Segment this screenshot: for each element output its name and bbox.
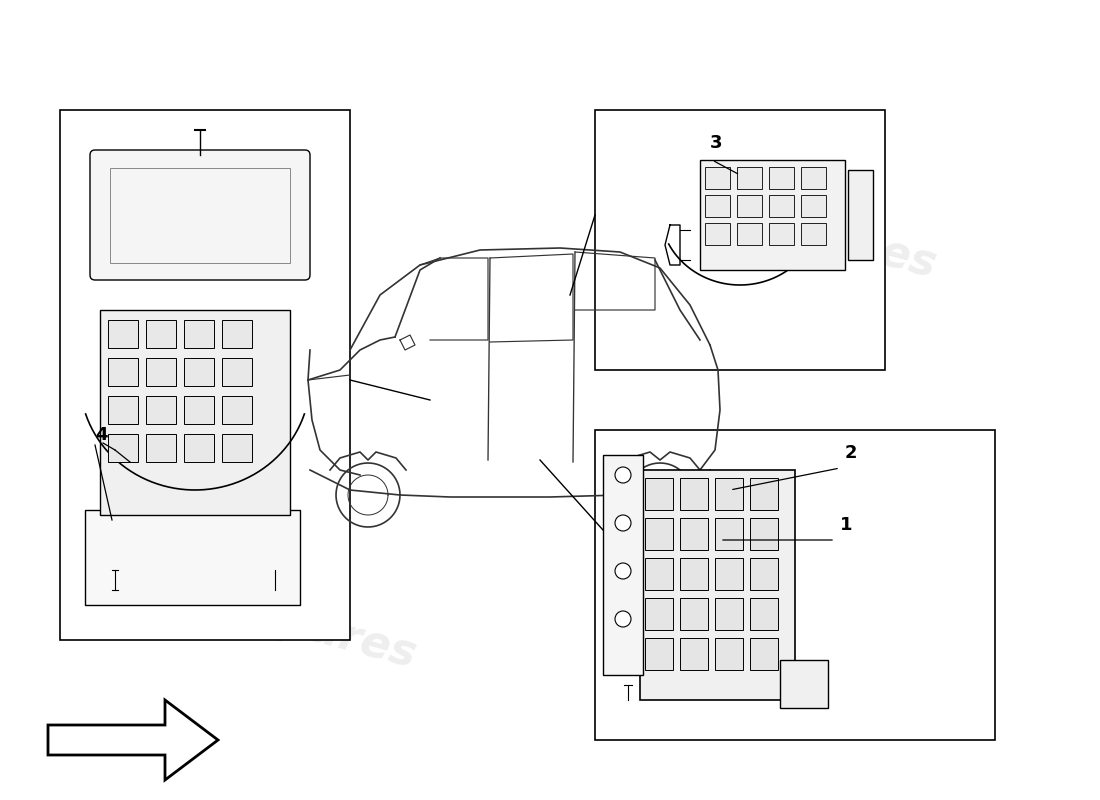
Bar: [595, 430, 996, 740]
Bar: [222, 358, 252, 386]
Text: eurospares: eurospares: [659, 173, 942, 287]
Circle shape: [615, 611, 631, 627]
Bar: [184, 358, 214, 386]
Circle shape: [615, 467, 631, 483]
Bar: [769, 167, 794, 189]
Bar: [110, 168, 290, 263]
Bar: [645, 518, 673, 550]
Bar: [801, 223, 826, 245]
Bar: [640, 470, 795, 700]
Bar: [715, 478, 742, 510]
Circle shape: [615, 563, 631, 579]
Bar: [595, 110, 886, 370]
Bar: [184, 320, 214, 348]
Bar: [146, 434, 176, 462]
Bar: [645, 558, 673, 590]
Bar: [801, 167, 826, 189]
Bar: [680, 598, 708, 630]
Bar: [680, 558, 708, 590]
Text: 3: 3: [710, 134, 723, 152]
Bar: [184, 396, 214, 424]
Text: eurospares: eurospares: [659, 543, 942, 657]
Bar: [737, 223, 762, 245]
Bar: [680, 638, 708, 670]
Bar: [750, 558, 778, 590]
Bar: [108, 320, 138, 348]
Bar: [60, 110, 350, 640]
Bar: [705, 167, 730, 189]
Bar: [108, 434, 138, 462]
Text: 2: 2: [845, 444, 858, 462]
Bar: [750, 598, 778, 630]
Bar: [680, 478, 708, 510]
Bar: [705, 223, 730, 245]
Bar: [184, 434, 214, 462]
Circle shape: [615, 515, 631, 531]
Bar: [108, 358, 138, 386]
Bar: [715, 598, 742, 630]
Bar: [645, 478, 673, 510]
Bar: [737, 167, 762, 189]
Bar: [680, 518, 708, 550]
Text: 1: 1: [840, 516, 852, 534]
Bar: [769, 195, 794, 217]
Bar: [146, 358, 176, 386]
Bar: [100, 310, 290, 515]
Bar: [645, 638, 673, 670]
Bar: [750, 518, 778, 550]
Bar: [645, 598, 673, 630]
Bar: [737, 195, 762, 217]
Bar: [801, 195, 826, 217]
Bar: [146, 320, 176, 348]
Bar: [780, 660, 828, 708]
Bar: [750, 478, 778, 510]
Bar: [715, 518, 742, 550]
Bar: [85, 510, 300, 605]
Bar: [222, 320, 252, 348]
Bar: [222, 396, 252, 424]
Polygon shape: [48, 700, 218, 780]
Bar: [848, 170, 873, 260]
Bar: [715, 558, 742, 590]
Bar: [603, 455, 644, 675]
Text: eurospares: eurospares: [139, 563, 421, 677]
Bar: [108, 396, 138, 424]
FancyBboxPatch shape: [90, 150, 310, 280]
Text: 4: 4: [95, 426, 108, 444]
Bar: [700, 160, 845, 270]
Bar: [715, 638, 742, 670]
Bar: [705, 195, 730, 217]
Bar: [769, 223, 794, 245]
Bar: [222, 434, 252, 462]
Bar: [750, 638, 778, 670]
Bar: [146, 396, 176, 424]
